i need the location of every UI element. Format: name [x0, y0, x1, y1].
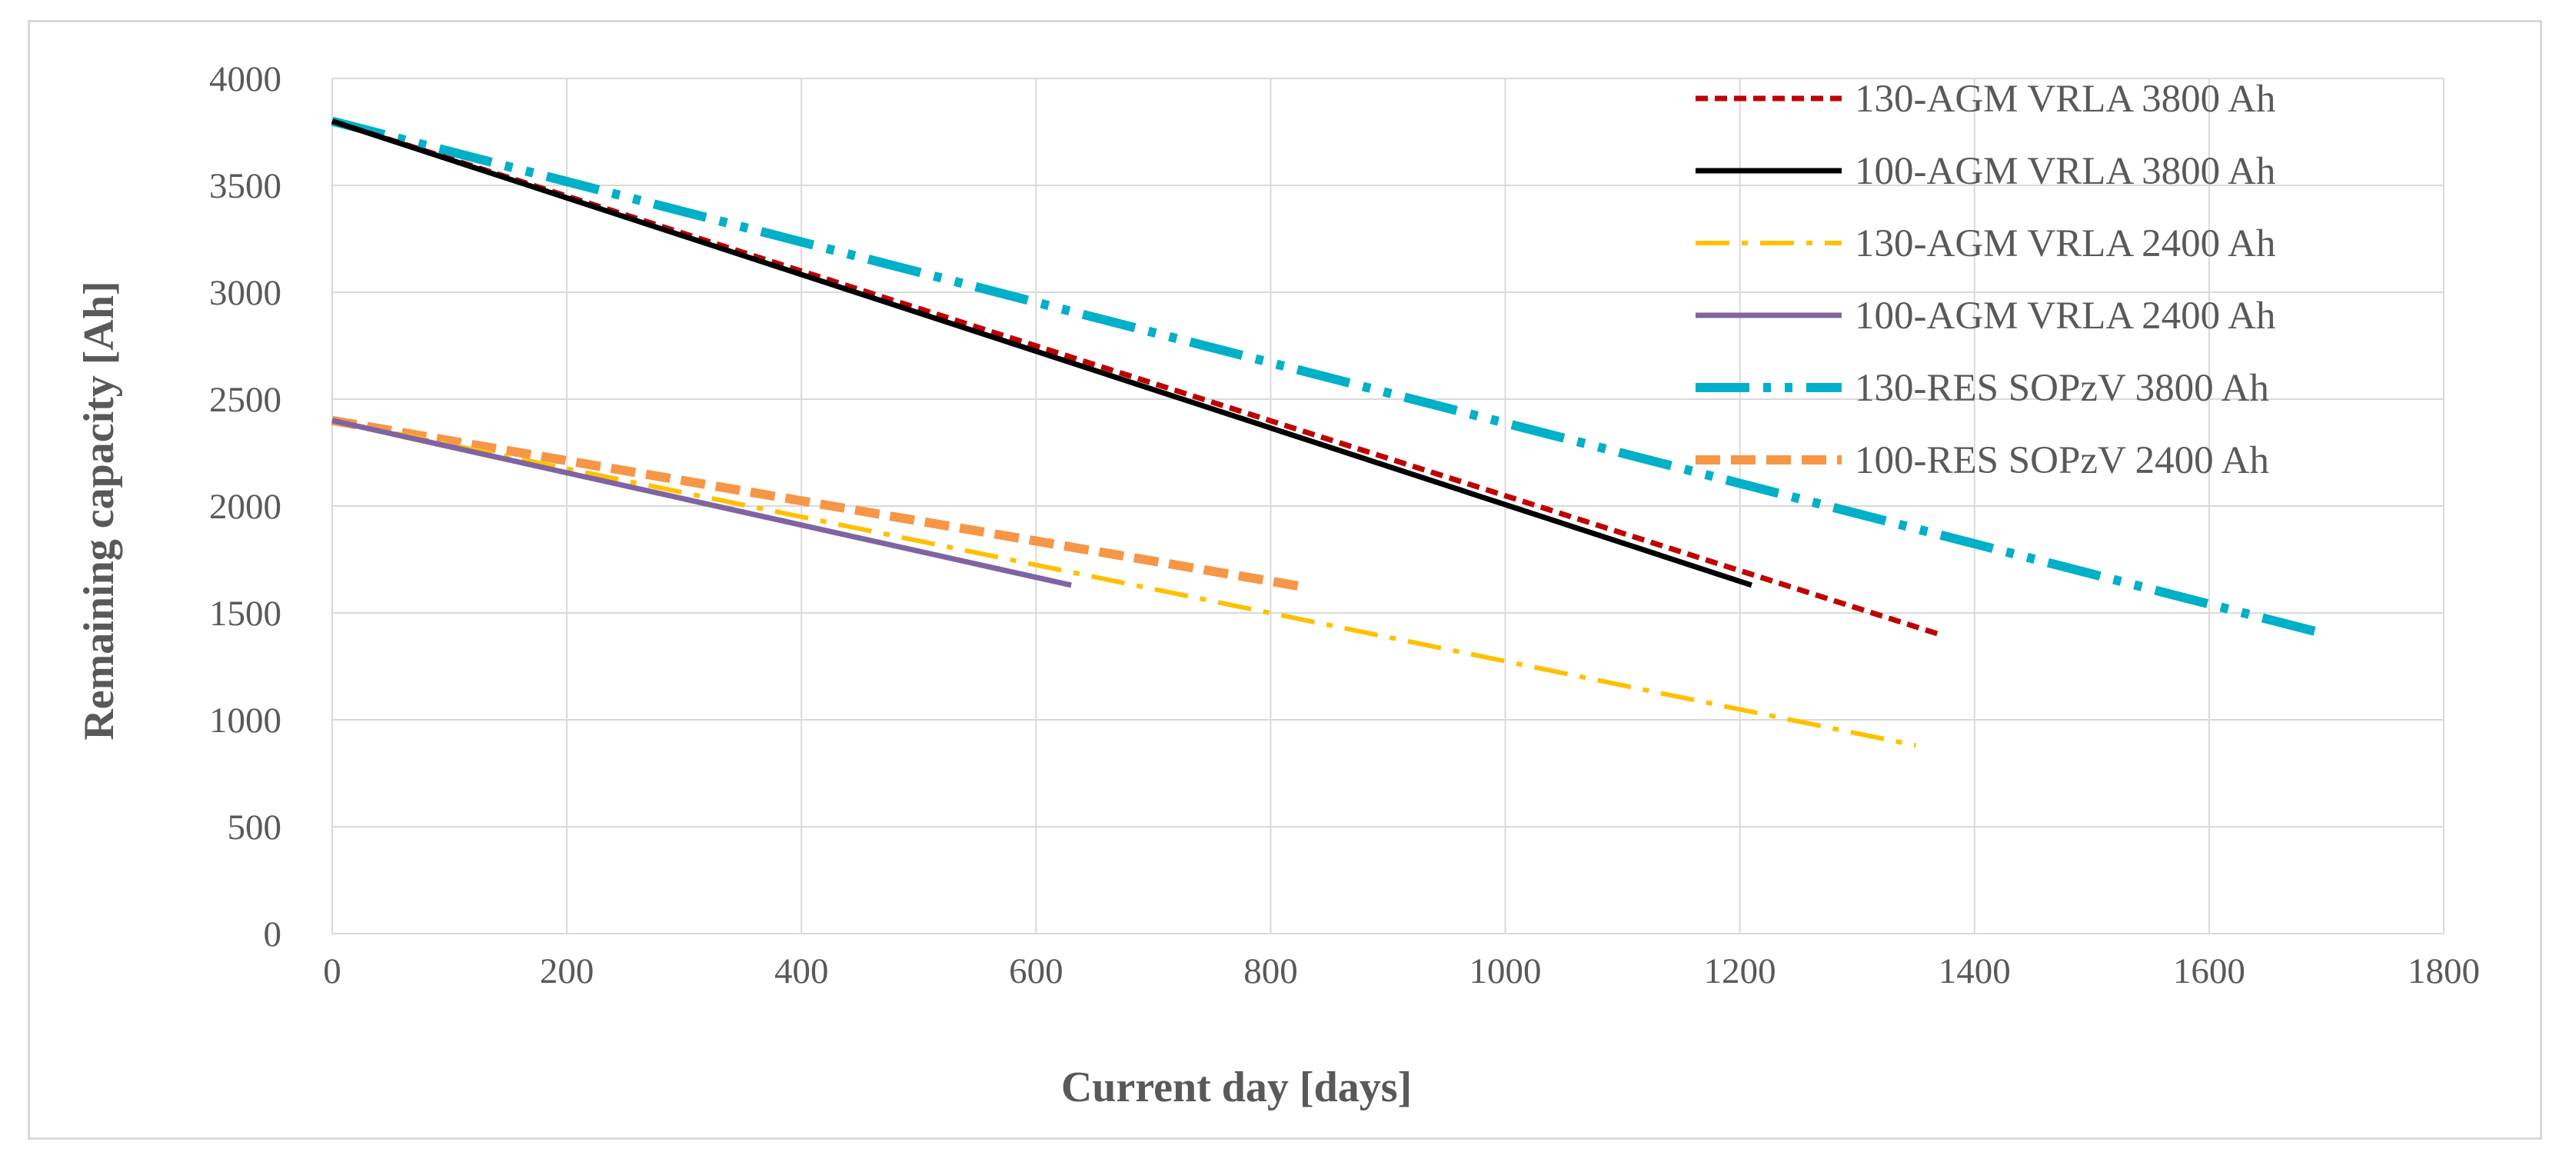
- x-axis-title: Current day [days]: [1061, 1064, 1412, 1111]
- y-tick-label: 2500: [209, 380, 281, 420]
- legend-label: 130-RES SOPzV 3800 Ah: [1855, 367, 2269, 410]
- legend-label: 100-RES SOPzV 2400 Ah: [1855, 439, 2269, 482]
- legend-label: 130-AGM VRLA 2400 Ah: [1855, 222, 2275, 265]
- x-tick-label: 0: [323, 951, 341, 991]
- legend: 130-AGM VRLA 3800 Ah 100-AGM VRLA 3800 Ah…: [1696, 78, 2275, 482]
- y-tick-label: 3500: [209, 166, 281, 206]
- legend-label: 100-AGM VRLA 2400 Ah: [1855, 295, 2275, 338]
- y-tick-label: 2000: [209, 487, 281, 527]
- x-tick-label: 1400: [1939, 951, 2011, 991]
- series-line: [331, 418, 1917, 748]
- x-tick-label: 600: [1009, 951, 1063, 991]
- tick-labels: 0 200 400 600 800 1000 1200 1400 1600 1800 0 500 100…: [209, 59, 2480, 991]
- y-tick-label: 0: [264, 914, 282, 954]
- legend-label: 100-AGM VRLA 3800 Ah: [1855, 150, 2275, 193]
- x-tick-label: 800: [1243, 951, 1298, 991]
- y-tick-label: 4000: [209, 59, 281, 99]
- x-tick-label: 1200: [1704, 951, 1776, 991]
- series-line: [331, 415, 1307, 592]
- x-tick-label: 200: [540, 951, 594, 991]
- x-tick-label: 400: [774, 951, 829, 991]
- grid: [331, 78, 2445, 934]
- x-tick-label: 1000: [1469, 951, 1542, 991]
- x-tick-label: 1600: [2173, 951, 2245, 991]
- y-tick-label: 1000: [209, 701, 281, 741]
- y-tick-label: 500: [228, 807, 282, 847]
- series-line: [331, 116, 2328, 639]
- x-tick-label: 1800: [2408, 951, 2480, 991]
- y-tick-label: 3000: [209, 273, 281, 313]
- y-tick-label: 1500: [209, 594, 281, 634]
- series-line: [331, 118, 1752, 588]
- legend-label: 130-AGM VRLA 3800 Ah: [1855, 78, 2275, 121]
- series-lines: [331, 116, 2328, 748]
- y-axis-title: Remaining capacity [Ah]: [75, 281, 123, 740]
- series-line: [331, 418, 1072, 588]
